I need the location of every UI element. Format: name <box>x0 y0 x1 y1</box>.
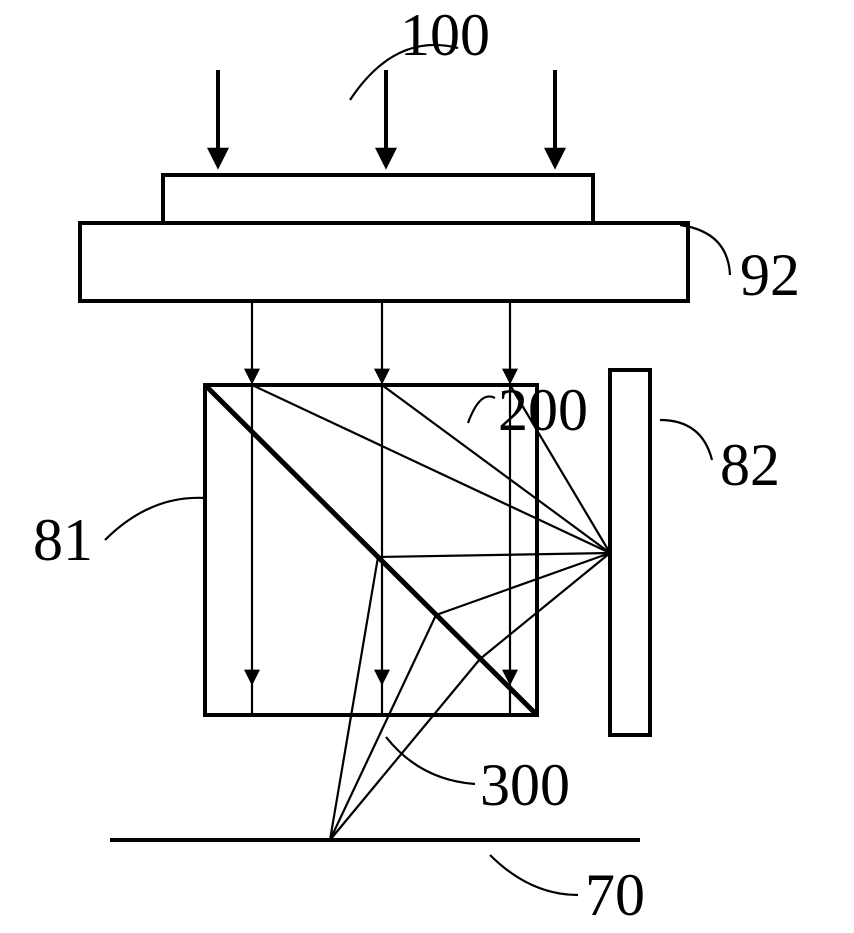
carrier-plate <box>80 223 688 301</box>
reflect-b-left <box>378 553 610 557</box>
label-l70: 70 <box>585 862 645 928</box>
reflect-c-right <box>330 659 480 840</box>
label-l82: 82 <box>720 432 780 498</box>
reflect-b-mid <box>436 553 610 615</box>
leader-l81 <box>105 498 205 540</box>
label-l81: 81 <box>33 507 93 573</box>
leader-l70 <box>490 855 578 895</box>
prism-diagonal <box>205 385 537 715</box>
leader-l200 <box>468 396 495 423</box>
label-l92: 92 <box>740 242 800 308</box>
top-plate <box>163 175 593 223</box>
label-l300: 300 <box>480 752 570 818</box>
reflect-b-right <box>480 553 610 659</box>
reflect-c-left <box>330 557 378 840</box>
leader-l82 <box>660 420 712 460</box>
label-l100: 100 <box>400 2 490 68</box>
leader-l300 <box>386 737 475 784</box>
label-l200: 200 <box>498 377 588 443</box>
side-element <box>610 370 650 735</box>
